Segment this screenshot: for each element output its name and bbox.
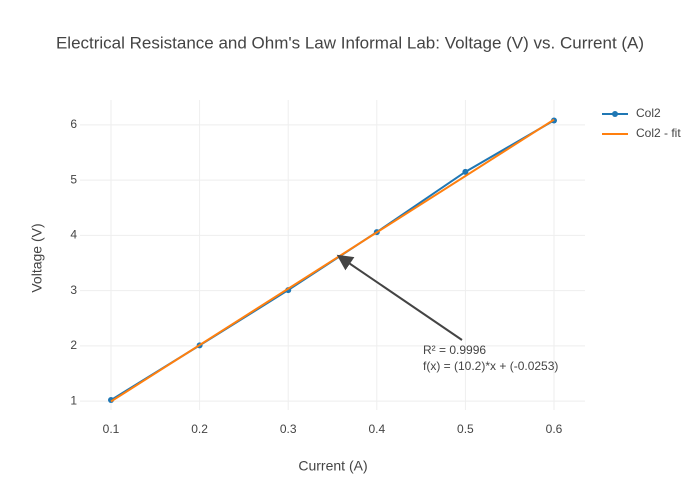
legend-label: Col2 - fit [636, 126, 681, 140]
y-tick-label: 4 [70, 228, 77, 242]
y-tick-label: 6 [70, 117, 77, 131]
x-tick-label: 0.6 [546, 422, 563, 436]
x-tick-label: 0.2 [191, 422, 208, 436]
x-axis-title: Current (A) [298, 458, 367, 474]
chart-title: Electrical Resistance and Ohm's Law Info… [56, 33, 644, 52]
y-tick-label: 3 [70, 283, 77, 297]
annotation-text: R² = 0.9996 [423, 343, 486, 357]
legend-marker [612, 111, 618, 117]
x-tick-label: 0.4 [368, 422, 385, 436]
x-tick-label: 0.1 [103, 422, 120, 436]
y-tick-label: 1 [70, 393, 77, 407]
y-tick-label: 2 [70, 338, 77, 352]
y-axis-title: Voltage (V) [29, 223, 45, 292]
legend-label: Col2 [636, 106, 661, 120]
data-point [462, 168, 469, 175]
x-tick-label: 0.5 [457, 422, 474, 436]
annotation-arrow [336, 254, 463, 341]
x-tick-label: 0.3 [280, 422, 297, 436]
series-line [110, 118, 555, 403]
y-tick-label: 5 [70, 172, 77, 186]
annotation-text: f(x) = (10.2)*x + (-0.0253) [423, 359, 558, 373]
